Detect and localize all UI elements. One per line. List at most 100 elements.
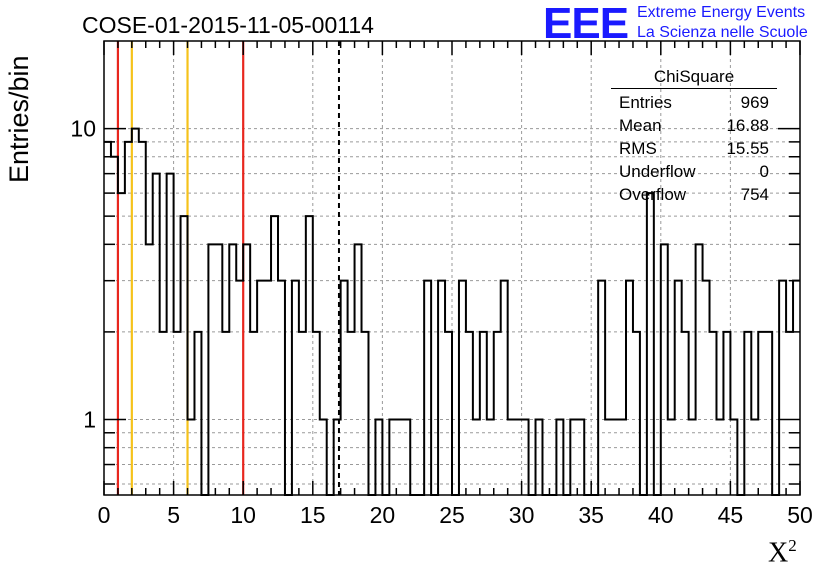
- histogram-bin: [501, 281, 508, 495]
- histogram-bin: [403, 419, 410, 495]
- histogram-bin: [758, 332, 765, 495]
- histogram-bin: [696, 244, 703, 495]
- x-axis-label: X2: [768, 536, 797, 569]
- histogram-bin: [208, 244, 215, 495]
- histogram-bin: [730, 419, 737, 495]
- histogram-bin: [104, 142, 111, 495]
- histogram-bin: [160, 332, 167, 495]
- eee-logo: EEE: [543, 0, 629, 48]
- histogram-bin: [348, 332, 355, 495]
- histogram-bin: [257, 281, 264, 495]
- histogram-bin: [215, 244, 222, 495]
- histogram-bin: [480, 332, 487, 495]
- histogram-bin: [487, 419, 494, 495]
- x-tick-label: 25: [439, 502, 465, 528]
- axis-ticks: [103, 41, 801, 495]
- histogram-bin: [570, 419, 577, 495]
- histogram-bin: [181, 216, 188, 495]
- histogram-bin: [153, 174, 160, 495]
- histogram-bin: [508, 419, 515, 495]
- logo-tagline-2: La Scienza nelle Scuole: [637, 24, 808, 41]
- stats-divider: [611, 88, 777, 89]
- histogram-bin: [250, 332, 257, 495]
- y-axis-label: Entries/bin: [4, 55, 34, 183]
- histogram-bin: [647, 193, 654, 495]
- x-tick-label: 20: [370, 502, 396, 528]
- x-axis-label-superscript: 2: [788, 536, 797, 555]
- histogram-bin: [396, 419, 403, 495]
- stats-label: Overflow: [619, 185, 687, 204]
- tick-labels: 0 5 10 15 20 25 30 35 40 45 50 1 10: [70, 116, 812, 528]
- histogram-bin: [292, 281, 299, 495]
- x-tick-label: 10: [230, 502, 256, 528]
- histogram-bin: [167, 174, 174, 495]
- histogram-bin: [536, 419, 543, 495]
- histogram-bin: [125, 142, 132, 495]
- stats-row-overflow: Overflow 754: [611, 183, 777, 206]
- x-tick-label: 35: [578, 502, 604, 528]
- stats-row-rms: RMS 15.55: [611, 137, 777, 160]
- x-tick-label: 45: [718, 502, 744, 528]
- histogram-bin: [675, 281, 682, 495]
- x-tick-label: 0: [98, 502, 111, 528]
- histogram-bin: [146, 244, 153, 495]
- histogram-bin: [389, 419, 396, 495]
- histogram-bin: [236, 281, 243, 495]
- stats-label: Mean: [619, 116, 662, 135]
- histogram-bin: [494, 332, 501, 495]
- histogram-bin: [459, 281, 466, 495]
- histogram-bin: [424, 281, 431, 495]
- histogram: [104, 127, 800, 496]
- histogram-bin: [716, 419, 723, 495]
- histogram-outline: [104, 127, 800, 496]
- histogram-bin: [577, 419, 584, 495]
- histogram-bin: [334, 419, 341, 495]
- histogram-bin: [375, 419, 382, 495]
- histogram-bin: [473, 419, 480, 495]
- x-axis-label-base: X: [768, 537, 789, 569]
- histogram-bin: [723, 332, 730, 495]
- histogram-bin: [194, 332, 201, 495]
- histogram-bin: [278, 281, 285, 495]
- stats-title: ChiSquare: [653, 67, 735, 86]
- histogram-bin: [111, 157, 118, 495]
- histogram-bin: [362, 332, 369, 495]
- x-tick-label: 5: [167, 502, 180, 528]
- histogram-bin: [445, 332, 452, 495]
- stats-label: Entries: [619, 93, 672, 112]
- histogram-bin: [744, 332, 751, 495]
- stats-row-entries: Entries 969: [611, 91, 777, 114]
- histogram-bin: [751, 419, 758, 495]
- histogram-bin: [271, 216, 278, 495]
- histogram-bin: [689, 419, 696, 495]
- histogram-bin: [341, 281, 348, 495]
- histogram-bin: [522, 419, 529, 495]
- x-tick-label: 40: [648, 502, 674, 528]
- histogram-bin: [779, 281, 786, 495]
- histogram-bin: [320, 419, 327, 495]
- histogram-bin: [118, 193, 125, 495]
- stats-value: 0: [759, 162, 769, 181]
- stats-box: ChiSquare Entries 969 Mean 16.88 RMS 15.55 …: [611, 66, 777, 206]
- histogram-bin: [556, 419, 563, 495]
- histogram-bin: [619, 419, 626, 495]
- histogram-bin: [222, 332, 229, 495]
- histogram-bin: [612, 419, 619, 495]
- histogram-bin: [668, 419, 675, 495]
- histogram-bin: [710, 332, 717, 495]
- histogram-bin: [243, 244, 250, 495]
- histogram-bin: [515, 419, 522, 495]
- x-tick-label: 30: [509, 502, 535, 528]
- y-tick-label: 1: [83, 406, 96, 432]
- logo-tagline-1: Extreme Energy Events: [637, 4, 806, 21]
- histogram-bin: [299, 332, 306, 495]
- x-tick-label: 15: [300, 502, 326, 528]
- histogram-bin: [661, 244, 668, 495]
- histogram-bin: [355, 244, 362, 495]
- histogram-bin: [682, 332, 689, 495]
- chart-title: COSE-01-2015-11-05-00114: [82, 12, 374, 38]
- histogram-bin: [466, 332, 473, 495]
- histogram-bin: [132, 129, 139, 495]
- x-tick-label: 50: [787, 502, 813, 528]
